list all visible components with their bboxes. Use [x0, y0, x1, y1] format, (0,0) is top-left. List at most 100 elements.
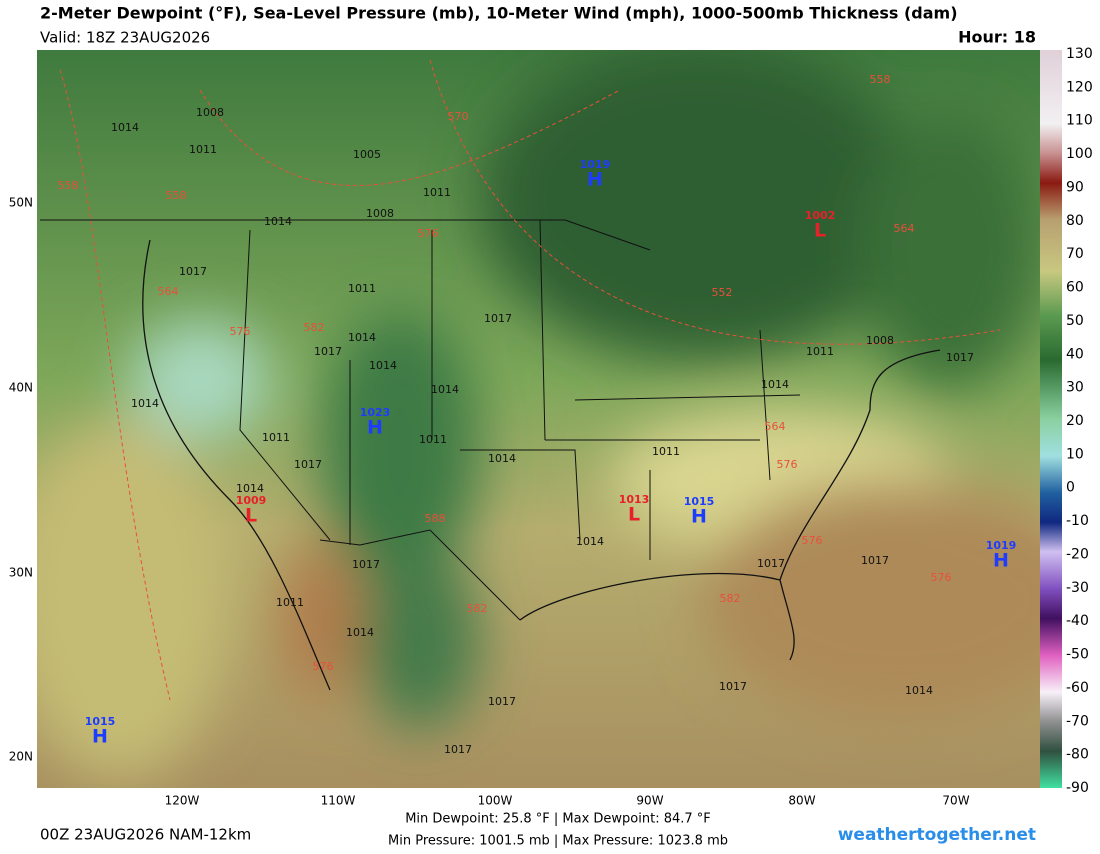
isobar-label: 1011	[419, 433, 447, 446]
isobar-label: 1017	[946, 351, 974, 364]
thickness-label: 558	[870, 73, 891, 86]
colorbar-label: -70	[1066, 713, 1089, 729]
high-pressure-value: 1019	[580, 158, 611, 171]
thickness-label: 576	[313, 660, 334, 673]
high-pressure-center: H	[367, 417, 383, 439]
colorbar-label: 20	[1066, 413, 1084, 429]
isobar-label: 1017	[314, 345, 342, 358]
longitude-label: 110W	[321, 794, 356, 808]
isobar-label: 1017	[719, 680, 747, 693]
isobar-label: 1014	[348, 331, 376, 344]
thickness-label: 564	[894, 222, 915, 235]
colorbar-label: 110	[1066, 113, 1093, 129]
low-pressure-value: 1013	[619, 493, 650, 506]
high-pressure-value: 1015	[85, 715, 116, 728]
pressure-range: Min Pressure: 1001.5 mb | Max Pressure: …	[388, 834, 728, 849]
colorbar-label: -10	[1066, 513, 1089, 529]
thickness-label: 576	[802, 534, 823, 547]
high-pressure-center: H	[587, 169, 603, 191]
isobar-label: 1014	[346, 626, 374, 639]
colorbar-label: 0	[1066, 480, 1075, 496]
colorbar-label: 90	[1066, 179, 1084, 195]
isobar-label: 1014	[905, 684, 933, 697]
colorbar-label: 30	[1066, 380, 1084, 396]
isobar-label: 1008	[196, 106, 224, 119]
high-pressure-value: 1015	[684, 495, 715, 508]
isobar-label: 1005	[353, 148, 381, 161]
low-pressure-center: L	[628, 504, 640, 526]
isobar-label: 1017	[179, 265, 207, 278]
isobar-label: 1011	[189, 143, 217, 156]
colorbar-label: -30	[1066, 580, 1089, 596]
colorbar-label: 10	[1066, 446, 1084, 462]
isobar-label: 1014	[576, 535, 604, 548]
isobar-label: 1017	[757, 557, 785, 570]
isobar-label: 1014	[131, 397, 159, 410]
isobar-label: 1011	[276, 596, 304, 609]
forecast-hour: Hour: 18	[958, 28, 1036, 47]
thickness-label: 588	[425, 512, 446, 525]
model-run: 00Z 23AUG2026 NAM-12km	[40, 826, 251, 844]
thickness-label: 576	[418, 227, 439, 240]
isobar-label: 1011	[423, 186, 451, 199]
longitude-label: 100W	[478, 794, 513, 808]
high-pressure-value: 1019	[986, 539, 1017, 552]
longitude-label: 70W	[942, 794, 969, 808]
colorbar	[1040, 50, 1062, 788]
colorbar-label: 80	[1066, 213, 1084, 229]
latitude-label: 30N	[9, 566, 33, 580]
latitude-label: 20N	[9, 750, 33, 764]
longitude-label: 80W	[788, 794, 815, 808]
title: 2-Meter Dewpoint (°F), Sea-Level Pressur…	[40, 4, 958, 23]
high-pressure-center: H	[691, 506, 707, 528]
low-pressure-center: L	[245, 505, 257, 527]
isobar-label: 1017	[484, 312, 512, 325]
isobar-label: 1017	[352, 558, 380, 571]
thickness-label: 564	[765, 420, 786, 433]
thickness-label: 558	[58, 179, 79, 192]
colorbar-label: 120	[1066, 79, 1093, 95]
colorbar-label: -40	[1066, 613, 1089, 629]
thickness-label: 582	[720, 592, 741, 605]
longitude-label: 120W	[165, 794, 200, 808]
isobar-label: 1017	[861, 554, 889, 567]
thickness-label: 576	[931, 571, 952, 584]
thickness-label: 582	[304, 321, 325, 334]
isobar-label: 1014	[488, 452, 516, 465]
isobar-label: 1014	[236, 482, 264, 495]
thickness-label: 570	[448, 110, 469, 123]
thickness-label: 576	[230, 325, 251, 338]
isobar-label: 1008	[866, 334, 894, 347]
thickness-label: 582	[467, 602, 488, 615]
latitude-label: 40N	[9, 381, 33, 395]
isobar-label: 1014	[761, 378, 789, 391]
colorbar-label: -80	[1066, 747, 1089, 763]
colorbar-label: 70	[1066, 246, 1084, 262]
isobar-label: 1014	[369, 359, 397, 372]
isobar-label: 1017	[488, 695, 516, 708]
colorbar-label: -50	[1066, 647, 1089, 663]
latitude-label: 50N	[9, 196, 33, 210]
colorbar-label: 40	[1066, 346, 1084, 362]
colorbar-label: -90	[1066, 780, 1089, 796]
low-pressure-value: 1002	[805, 209, 836, 222]
dewpoint-range: Min Dewpoint: 25.8 °F | Max Dewpoint: 84…	[405, 812, 711, 827]
colorbar-label: 100	[1066, 146, 1093, 162]
valid-time: Valid: 18Z 23AUG2026	[40, 29, 210, 47]
colorbar-label: -60	[1066, 680, 1089, 696]
isobar-label: 1014	[264, 215, 292, 228]
thickness-label: 564	[158, 285, 179, 298]
high-pressure-center: H	[993, 550, 1009, 572]
colorbar-label: 130	[1066, 46, 1093, 62]
isobar-label: 1017	[294, 458, 322, 471]
colorbar-label: 60	[1066, 280, 1084, 296]
low-pressure-value: 1009	[236, 494, 267, 507]
isobar-label: 1014	[111, 121, 139, 134]
isobar-label: 1008	[366, 207, 394, 220]
longitude-label: 90W	[636, 794, 663, 808]
isobar-label: 1011	[806, 345, 834, 358]
isobar-label: 1011	[348, 282, 376, 295]
colorbar-label: -20	[1066, 546, 1089, 562]
